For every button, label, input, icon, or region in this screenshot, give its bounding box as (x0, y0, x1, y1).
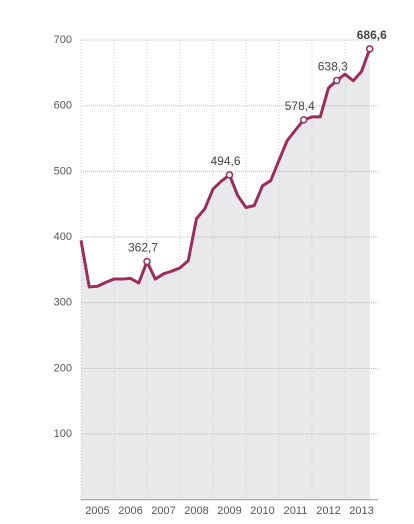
y-tick-label: 700 (54, 34, 72, 46)
point-marker (366, 45, 374, 53)
y-tick-label: 600 (54, 100, 72, 112)
x-tick-label: 2012 (316, 505, 340, 517)
y-tick-label: 500 (54, 165, 72, 177)
area (81, 48, 370, 500)
line (79, 48, 372, 289)
value-label: 362,7 (128, 241, 158, 255)
value-label: 638,3 (318, 60, 348, 74)
y-tick-label: 400 (54, 231, 72, 243)
y-tick-label: 100 (54, 428, 72, 440)
x-tick-label: 2009 (217, 505, 241, 517)
value-label: 578,4 (285, 99, 315, 113)
point-marker (225, 171, 234, 179)
point-marker (143, 257, 151, 266)
y-tick-label: 200 (54, 362, 72, 374)
x-tick-label: 2011 (284, 505, 308, 517)
value-label: 494,6 (210, 154, 240, 168)
point-marker (300, 116, 308, 124)
x-tick-label: 2008 (184, 505, 208, 517)
x-tick-label: 2007 (151, 505, 175, 517)
x-tick-label: 2006 (118, 505, 142, 517)
x-tick-label: 2005 (85, 505, 109, 517)
x-tick-label: 2013 (349, 505, 373, 517)
y-tick-label: 300 (54, 297, 72, 309)
point-marker (333, 76, 341, 85)
x-tick-label: 2010 (250, 505, 274, 517)
value-label: 686,6 (357, 28, 387, 42)
